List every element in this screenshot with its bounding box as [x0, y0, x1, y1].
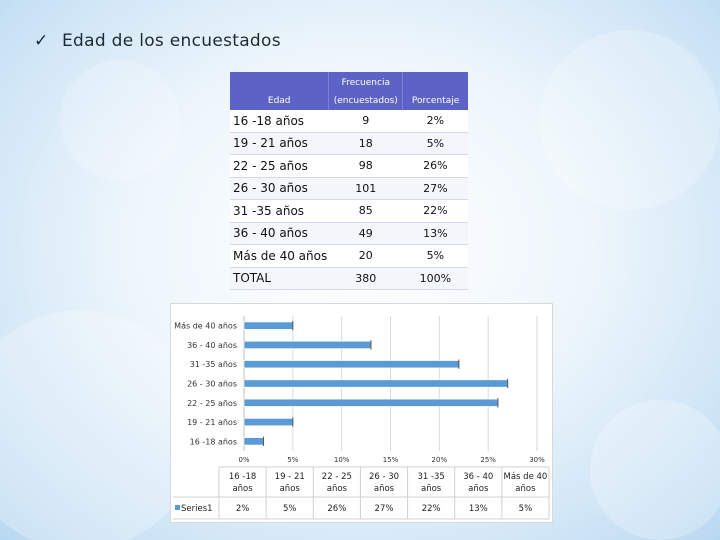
age-bar-chart: 0% 5% 10% 15% 20% 25% 30% 16 -18 años 19 - 21 añ…	[170, 303, 553, 523]
datatable-category: años	[421, 484, 442, 494]
bar	[243, 398, 499, 407]
datatable-category: 22 - 25	[322, 472, 352, 482]
x-tick-label: 10%	[334, 456, 350, 464]
datatable-value: 2%	[236, 504, 250, 514]
datatable-value: 22%	[422, 504, 441, 514]
datatable-category: años	[515, 484, 536, 494]
x-tick-label: 30%	[529, 456, 545, 464]
x-tick-label: 5%	[287, 456, 298, 464]
datatable-value: 26%	[327, 504, 346, 514]
datatable-category: Más de 40	[504, 472, 548, 482]
bar	[243, 379, 509, 388]
heading-text: Edad de los encuestados	[62, 31, 281, 51]
datatable-category: 36 - 40	[463, 472, 493, 482]
y-category-label: 36 - 40 años	[187, 341, 237, 350]
table-row: 16 -18 años 9 2%	[230, 110, 468, 133]
datatable-category: años	[327, 484, 348, 494]
table-header-row: Edad Frecuencia (encuestados) Porcentaje	[230, 72, 468, 110]
header-frecuencia: Frecuencia (encuestados)	[328, 72, 403, 110]
table-row-total: TOTAL 380 100%	[230, 267, 468, 290]
y-category-label: 22 - 25 años	[187, 399, 237, 408]
header-edad: Edad	[230, 72, 329, 110]
datatable-category: años	[374, 484, 395, 494]
bar	[243, 437, 264, 446]
table-row: 31 -35 años 85 22%	[230, 199, 468, 223]
datatable-category: años	[468, 484, 489, 494]
bar	[243, 340, 372, 349]
y-category-label: 16 -18 años	[190, 437, 237, 446]
bar	[243, 360, 460, 369]
y-category-label: Más de 40 años	[174, 322, 237, 331]
bar	[243, 321, 294, 330]
x-tick-label: 25%	[480, 456, 496, 464]
table-row: Más de 40 años 20 5%	[230, 244, 468, 268]
table-row: 36 - 40 años 49 13%	[230, 222, 468, 245]
y-category-label: 26 - 30 años	[187, 380, 237, 389]
chart-canvas: 0% 5% 10% 15% 20% 25% 30% 16 -18 años 19 - 21 añ…	[173, 316, 550, 520]
header-porcentaje: Porcentaje	[402, 72, 468, 110]
bar	[243, 418, 294, 427]
datatable-category: años	[280, 484, 301, 494]
x-tick-label: 20%	[432, 456, 448, 464]
table-row: 19 - 21 años 18 5%	[230, 132, 468, 155]
datatable-category: 31 -35	[417, 472, 444, 482]
x-tick-label: 15%	[383, 456, 399, 464]
datatable-category: años	[232, 484, 253, 494]
datatable-value: 13%	[469, 504, 488, 514]
datatable-value: 27%	[375, 504, 394, 514]
legend-key	[175, 505, 180, 510]
section-heading: ✓ Edad de los encuestados	[34, 31, 281, 51]
series-name: Series1	[181, 504, 213, 514]
datatable-category: 16 -18	[229, 472, 256, 482]
datatable-category: 19 - 21	[275, 472, 305, 482]
datatable-value: 5%	[283, 504, 297, 514]
table-row: 22 - 25 años 98 26%	[230, 154, 468, 178]
x-tick-label: 0%	[238, 456, 249, 464]
frequency-table: Edad Frecuencia (encuestados) Porcentaje …	[230, 72, 468, 290]
y-category-label: 31 -35 años	[190, 360, 237, 369]
datatable-value: 5%	[519, 504, 533, 514]
datatable-category: 26 - 30	[369, 472, 399, 482]
table-row: 26 - 30 años 101 27%	[230, 177, 468, 200]
checkmark-icon: ✓	[34, 31, 49, 51]
y-category-label: 19 - 21 años	[187, 418, 237, 427]
